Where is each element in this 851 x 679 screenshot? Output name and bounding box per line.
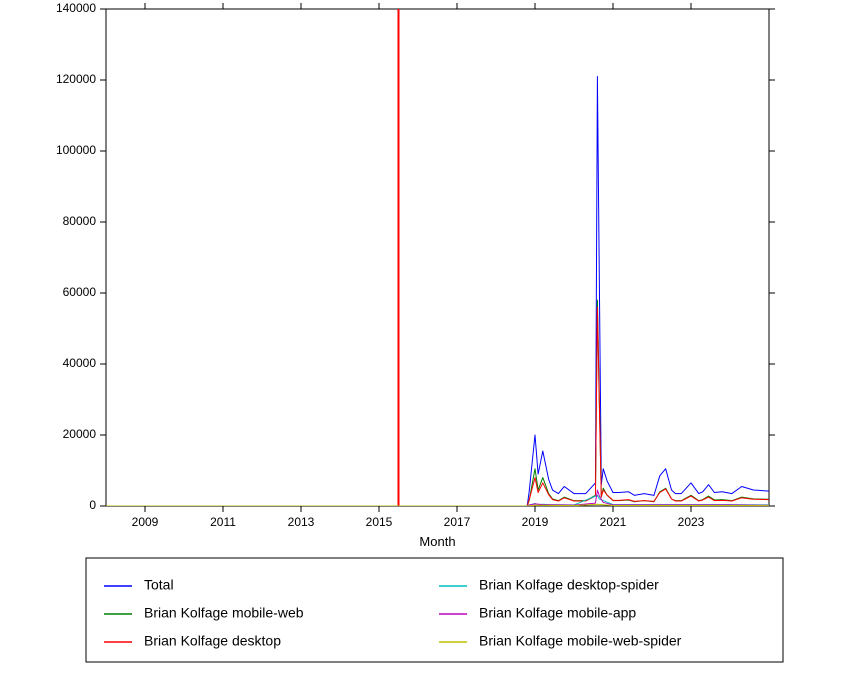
chart-container: 0 20000 40000 60000 80000 100000 120000 140000 2… [0, 0, 851, 679]
x-tick-label: 2015 [366, 515, 393, 529]
y-tick-label: 0 [89, 498, 96, 512]
legend-label: Brian Kolfage mobile-web-spider [479, 633, 682, 649]
y-tick-label: 60000 [63, 285, 97, 299]
legend-label: Brian Kolfage desktop-spider [479, 577, 659, 593]
x-tick-label: 2019 [522, 515, 549, 529]
x-tick-label: 2017 [444, 515, 471, 529]
x-tick-label: 2021 [600, 515, 627, 529]
legend-label: Brian Kolfage desktop [144, 633, 281, 649]
legend-label: Brian Kolfage mobile-app [479, 605, 636, 621]
x-axis-label: Month [419, 534, 455, 549]
y-tick-label: 140000 [56, 1, 96, 15]
y-tick-label: 20000 [63, 427, 97, 441]
x-tick-label: 2011 [210, 515, 236, 529]
legend-label: Total [144, 577, 174, 593]
y-tick-label: 100000 [56, 143, 96, 157]
legend: Total Brian Kolfage mobile-web Brian Kolfa… [86, 558, 783, 662]
legend-label: Brian Kolfage mobile-web [144, 605, 304, 621]
y-tick-label: 40000 [63, 356, 97, 370]
x-tick-label: 2009 [132, 515, 159, 529]
x-tick-label: 2023 [678, 515, 705, 529]
x-tick-label: 2013 [288, 515, 315, 529]
y-tick-label: 80000 [63, 214, 97, 228]
y-tick-label: 120000 [56, 72, 96, 86]
line-chart: 0 20000 40000 60000 80000 100000 120000 140000 2… [0, 0, 851, 679]
